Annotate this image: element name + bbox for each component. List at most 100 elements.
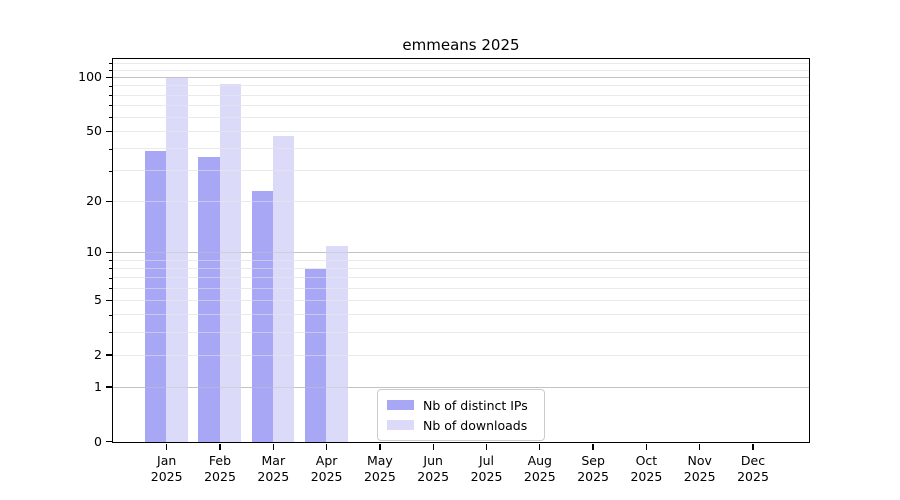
chart-title: emmeans 2025 xyxy=(402,36,520,54)
gridline-2 xyxy=(113,354,809,356)
y-tick-label-1: 1 xyxy=(94,378,102,394)
y-minor-tick-30 xyxy=(108,170,112,172)
y-minor-tick-8 xyxy=(108,268,112,270)
x-tick-label-sep-2025: Sep 2025 xyxy=(561,453,625,485)
x-label-month: Sep xyxy=(581,453,605,468)
y-tick-label-100: 100 xyxy=(78,69,102,85)
x-tick-jan-2025 xyxy=(166,443,168,450)
x-label-month: Feb xyxy=(208,453,232,468)
x-label-month: Apr xyxy=(315,453,338,468)
gridline-6 xyxy=(113,287,809,289)
x-label-year: 2025 xyxy=(257,469,290,484)
y-tick-10 xyxy=(105,251,112,254)
x-label-year: 2025 xyxy=(737,469,769,484)
gridlines-overlay xyxy=(113,59,809,442)
x-label-month: Nov xyxy=(687,453,712,468)
x-label-month: Oct xyxy=(635,453,658,468)
gridline-10 xyxy=(113,252,809,254)
x-label-month: Jan xyxy=(157,453,177,468)
x-label-year: 2025 xyxy=(683,469,716,484)
legend-swatch-distinct-ips xyxy=(387,400,414,410)
gridline-50 xyxy=(113,131,809,132)
y-minor-tick-40 xyxy=(108,148,112,150)
gridline-9 xyxy=(113,259,809,261)
gridline-70 xyxy=(113,104,809,106)
x-tick-label-feb-2025: Feb 2025 xyxy=(188,453,252,485)
x-tick-may-2025 xyxy=(379,443,381,450)
gridline-90 xyxy=(113,85,809,87)
x-tick-feb-2025 xyxy=(219,443,221,450)
y-minor-tick-50 xyxy=(108,131,112,133)
x-tick-label-nov-2025: Nov 2025 xyxy=(668,453,732,485)
gridline-30 xyxy=(113,170,809,172)
x-label-year: 2025 xyxy=(310,469,343,484)
gridline-8 xyxy=(113,268,809,269)
y-minor-tick-7 xyxy=(108,277,112,279)
legend-label-downloads: Nb of downloads xyxy=(423,417,528,433)
y-tick-2 xyxy=(105,354,112,356)
bar-nb-of-downloads-apr-2025 xyxy=(326,245,348,442)
x-tick-label-jun-2025: Jun 2025 xyxy=(401,453,465,485)
gridline-20 xyxy=(113,201,809,203)
x-tick-oct-2025 xyxy=(645,443,648,450)
y-minor-tick-6 xyxy=(108,288,112,290)
y-minor-tick-90 xyxy=(108,85,112,87)
x-label-month: Jun xyxy=(423,453,443,468)
y-minor-tick-9 xyxy=(108,259,112,261)
x-tick-label-dec-2025: Dec 2025 xyxy=(721,453,785,485)
y-minor-tick-20 xyxy=(108,201,112,203)
y-minor-tick-3 xyxy=(108,332,112,334)
y-minor-tick-5 xyxy=(108,300,112,302)
x-label-year: 2025 xyxy=(204,469,236,484)
gridline-5 xyxy=(113,300,809,301)
y-tick-label-10: 10 xyxy=(86,244,102,260)
x-label-year: 2025 xyxy=(363,469,396,484)
gridline-40 xyxy=(113,148,809,150)
bar-nb-of-distinct-ips-feb-2025 xyxy=(198,157,220,442)
x-tick-aug-2025 xyxy=(539,443,541,450)
legend-item-distinct-ips: Nb of distinct IPs xyxy=(387,395,535,415)
gridline-80 xyxy=(113,94,809,96)
legend: Nb of distinct IPs Nb of downloads xyxy=(377,389,545,441)
x-label-year: 2025 xyxy=(417,469,450,484)
x-label-year: 2025 xyxy=(630,469,663,484)
gridline-1 xyxy=(113,386,809,388)
x-tick-nov-2025 xyxy=(699,443,701,450)
y-minor-tick-4 xyxy=(108,314,112,316)
x-label-year: 2025 xyxy=(523,469,556,484)
x-label-month: Aug xyxy=(527,453,552,468)
x-label-month: May xyxy=(366,453,393,468)
gridline-110 xyxy=(113,69,809,71)
x-tick-jul-2025 xyxy=(485,443,488,450)
x-label-month: Jul xyxy=(478,453,495,468)
y-tick-label-50: 50 xyxy=(86,123,102,139)
x-tick-label-mar-2025: Mar 2025 xyxy=(241,453,305,485)
plot-area: Nb of distinct IPs Nb of downloads xyxy=(112,58,810,443)
y-tick-label-20: 20 xyxy=(86,193,102,209)
y-minor-tick-120 xyxy=(108,63,112,65)
x-tick-label-aug-2025: Aug 2025 xyxy=(508,453,572,485)
y-tick-label-0: 0 xyxy=(94,433,102,449)
x-tick-apr-2025 xyxy=(325,443,328,450)
x-tick-dec-2025 xyxy=(752,443,754,450)
y-tick-label-5: 5 xyxy=(94,292,102,308)
legend-swatch-downloads xyxy=(387,420,414,430)
x-tick-jun-2025 xyxy=(432,443,434,450)
gridline-3 xyxy=(113,332,809,333)
y-tick-100 xyxy=(105,76,112,78)
gridline-60 xyxy=(113,116,809,118)
x-tick-sep-2025 xyxy=(592,443,594,450)
x-label-month: Mar xyxy=(261,453,286,468)
y-minor-tick-60 xyxy=(108,117,112,119)
x-tick-label-oct-2025: Oct 2025 xyxy=(614,453,678,485)
y-tick-1 xyxy=(105,386,112,388)
x-tick-label-jul-2025: Jul 2025 xyxy=(455,453,519,485)
y-tick-5 xyxy=(105,299,112,301)
y-tick-20 xyxy=(105,200,112,202)
bar-nb-of-downloads-feb-2025 xyxy=(219,84,241,442)
gridline-4 xyxy=(113,314,809,316)
y-tick-label-2: 2 xyxy=(94,346,102,362)
gridline-100 xyxy=(113,77,809,79)
x-label-year: 2025 xyxy=(150,469,183,484)
